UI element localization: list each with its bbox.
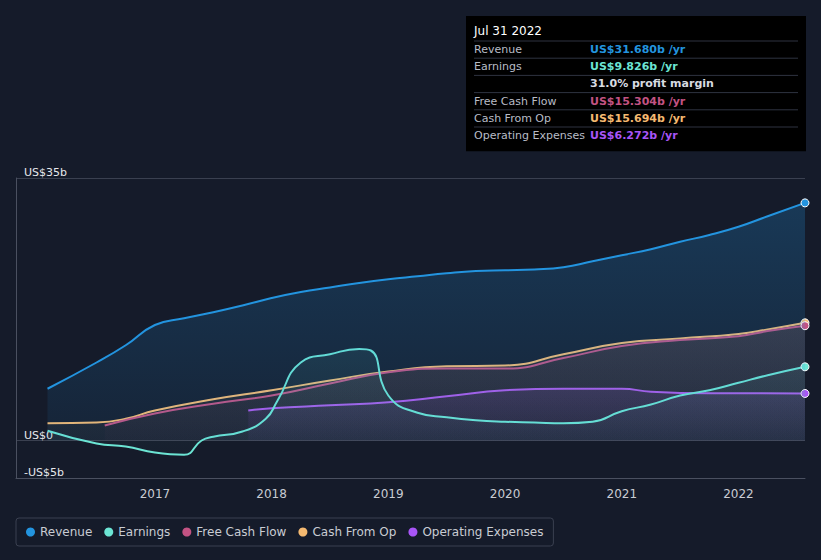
svg-text:US$9.826b /yr: US$9.826b /yr: [590, 60, 678, 73]
svg-text:Jul 31 2022: Jul 31 2022: [473, 24, 542, 38]
svg-text:2020: 2020: [490, 487, 521, 501]
svg-text:2021: 2021: [606, 487, 637, 501]
svg-text:Cash From Op: Cash From Op: [474, 112, 551, 125]
svg-text:Earnings: Earnings: [474, 60, 522, 73]
svg-text:-US$5b: -US$5b: [24, 466, 64, 479]
svg-text:Operating Expenses: Operating Expenses: [422, 525, 543, 539]
svg-text:2019: 2019: [373, 487, 404, 501]
svg-text:US$0: US$0: [24, 428, 53, 442]
svg-text:Cash From Op: Cash From Op: [312, 525, 396, 539]
svg-text:Earnings: Earnings: [118, 525, 170, 539]
svg-text:US$31.680b /yr: US$31.680b /yr: [590, 43, 686, 56]
svg-text:31.0% profit margin: 31.0% profit margin: [590, 77, 714, 90]
svg-text:Free Cash Flow: Free Cash Flow: [196, 525, 286, 539]
svg-text:Operating Expenses: Operating Expenses: [474, 129, 585, 142]
svg-text:US$35b: US$35b: [24, 166, 67, 179]
svg-text:Free Cash Flow: Free Cash Flow: [474, 95, 557, 108]
svg-text:US$15.694b /yr: US$15.694b /yr: [590, 112, 686, 125]
svg-text:Revenue: Revenue: [474, 43, 522, 56]
svg-text:2017: 2017: [140, 487, 171, 501]
svg-text:Revenue: Revenue: [40, 525, 92, 539]
svg-text:2022: 2022: [723, 487, 754, 501]
svg-text:2018: 2018: [256, 487, 287, 501]
svg-text:US$15.304b /yr: US$15.304b /yr: [590, 95, 686, 108]
svg-text:US$6.272b /yr: US$6.272b /yr: [590, 129, 678, 142]
